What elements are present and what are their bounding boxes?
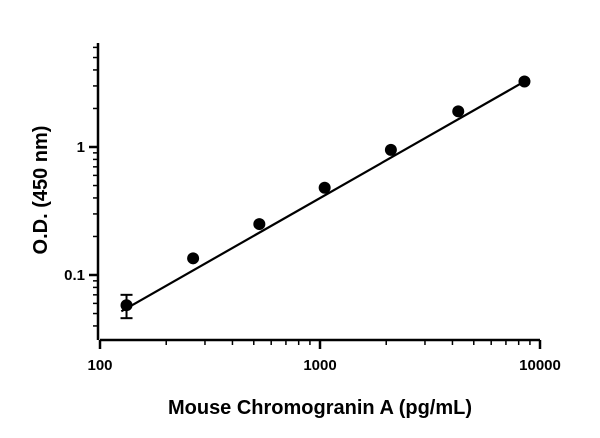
data-points-layer [120,75,531,312]
data-point [452,105,465,118]
data-point [187,252,200,265]
data-point [120,299,133,312]
x-axis-title: Mouse Chromogranin A (pg/mL) [168,397,472,419]
y-tick-label: 1 [77,139,85,156]
data-point [384,143,397,156]
data-point [253,218,266,231]
x-tick-label: 10000 [519,357,561,374]
data-point [318,181,331,194]
x-tick-label: 100 [87,357,112,374]
y-tick-label: 0.1 [64,267,85,284]
y-axis-major-ticks: 0.11 [64,139,98,284]
data-point [518,75,531,88]
y-axis-title: O.D. (450 nm) [30,126,52,255]
x-tick-label: 1000 [303,357,336,374]
fit-line [120,80,526,313]
x-axis-major-ticks: 100 1000 10000 [87,340,561,374]
fit-line-layer [120,80,526,313]
